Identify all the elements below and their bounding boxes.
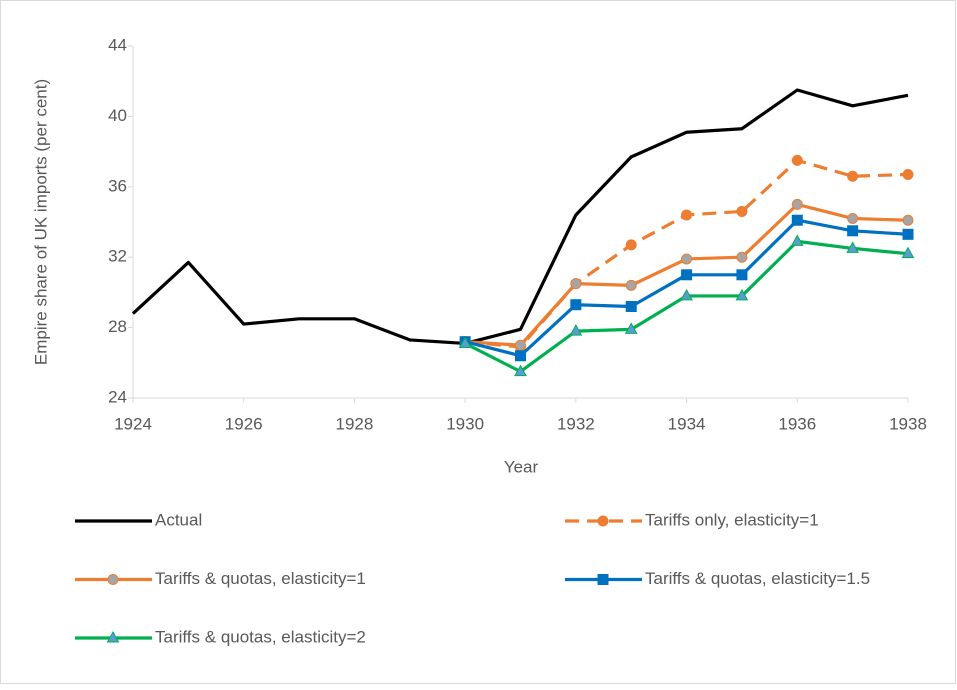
legend-label: Tariffs only, elasticity=1 [645,510,819,529]
data-point [515,350,526,362]
data-point [625,239,637,251]
legend-label: Actual [155,510,202,529]
x-tick-label: 1926 [225,414,263,433]
y-tick-label: 32 [108,247,127,266]
y-tick-label: 36 [108,176,127,195]
legend-label: Tariffs & quotas, elasticity=2 [155,627,366,646]
data-point [624,322,638,334]
legend-marker [597,574,609,585]
data-point [791,214,803,226]
data-point [625,279,637,291]
data-point [847,170,859,182]
y-tick-label: 40 [108,106,127,125]
data-point [569,324,583,336]
legend-marker [597,515,609,527]
data-point [791,198,803,210]
data-point [515,339,526,351]
data-point [791,154,803,166]
x-tick-label: 1924 [114,414,152,433]
data-point [736,251,748,263]
y-tick-label: 28 [108,317,127,336]
data-point [681,253,693,265]
x-tick-label: 1938 [889,414,927,433]
x-tick-label: 1932 [557,414,595,433]
data-point [625,300,637,312]
data-point [847,212,859,224]
data-point [458,336,472,348]
data-point [902,168,914,180]
legend-marker [107,574,119,585]
x-tick-label: 1936 [778,414,816,433]
data-point [790,234,804,246]
x-tick-label: 1930 [446,414,484,433]
data-point [902,214,914,226]
data-point [902,228,914,240]
series-line [131,88,909,346]
legend-marker [106,630,120,643]
legend-label: Tariffs & quotas, elasticity=1 [155,569,366,588]
data-point [846,241,859,253]
x-tick-label: 1934 [668,414,706,433]
data-point [681,269,693,281]
y-tick-label: 24 [108,387,127,406]
data-point [847,225,859,237]
data-point [736,269,748,281]
y-tick-label: 44 [108,35,127,54]
y-axis-label: Empire share of UK imports (per cent) [31,79,50,365]
data-point [680,288,693,301]
x-tick-label: 1928 [336,414,374,433]
data-point [736,205,748,217]
data-point [570,299,582,311]
data-point [901,246,915,259]
legend-label: Tariffs & quotas, elasticity=1.5 [645,569,870,588]
data-point [735,288,749,301]
data-point [514,364,527,377]
data-point [681,209,693,221]
x-axis-label: Year [504,457,539,476]
data-point [570,278,582,290]
